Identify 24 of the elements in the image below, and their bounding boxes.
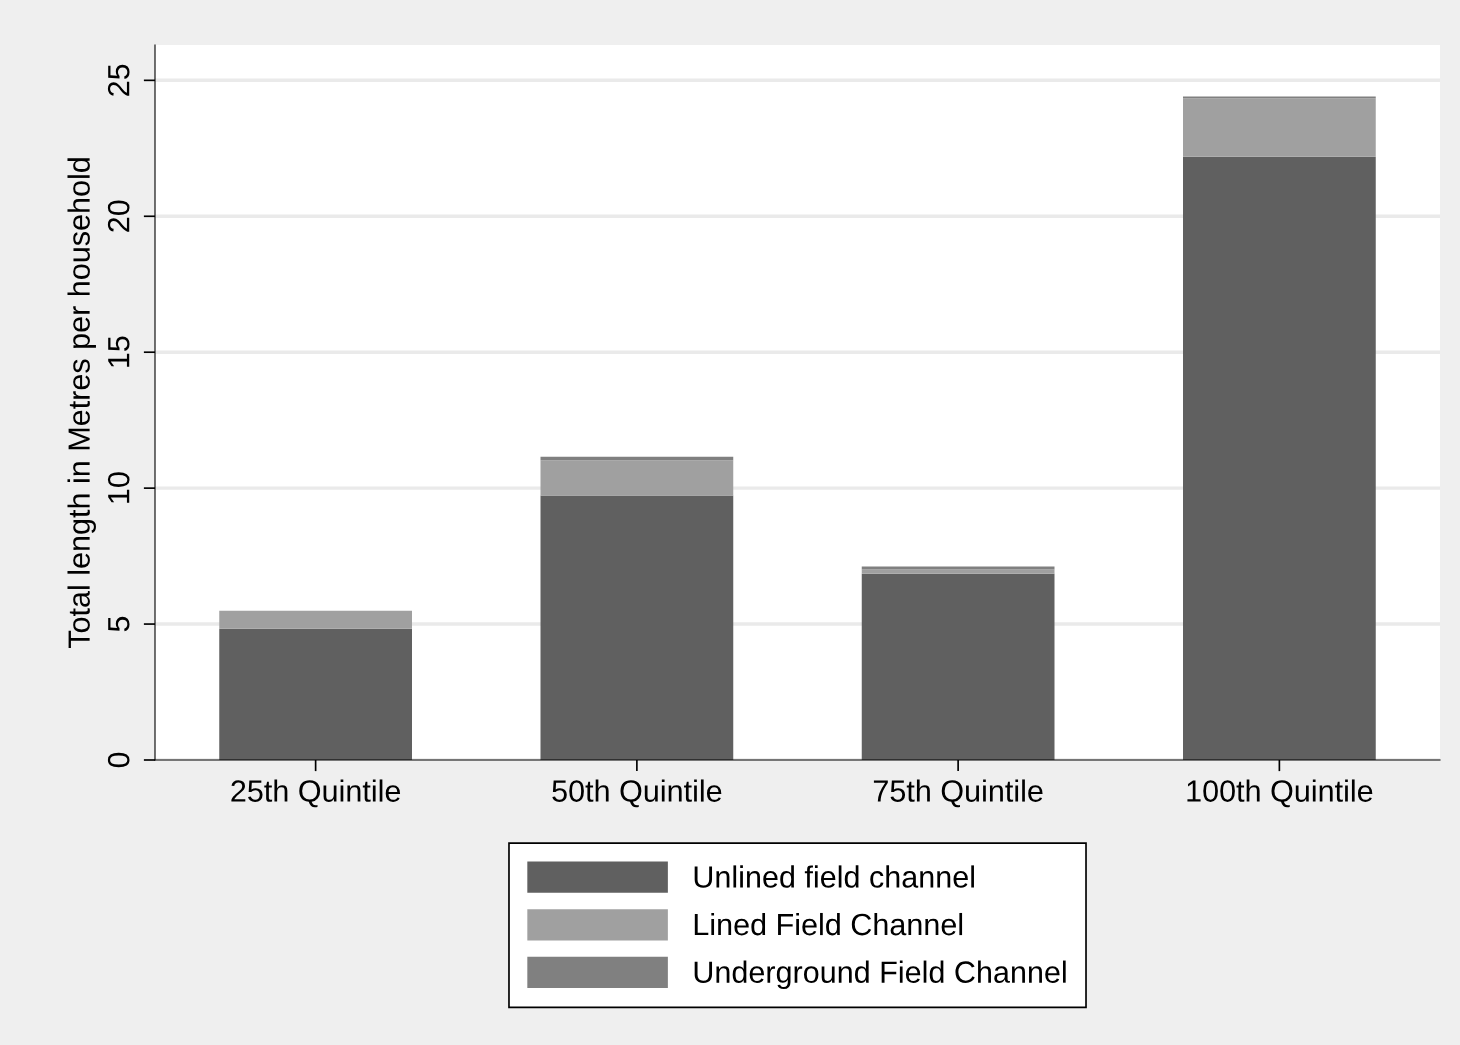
bar — [861, 566, 1055, 570]
bar — [540, 456, 734, 461]
bar — [1183, 98, 1376, 157]
legend-label: Lined Field Channel — [694, 912, 963, 936]
y-tick-label: 10 — [107, 472, 130, 503]
x-tick-label: 50th Quintile — [552, 779, 722, 808]
x-tick-label: 100th Quintile — [1187, 779, 1373, 808]
legend-label: Unlined field channel — [694, 865, 974, 888]
bar — [1183, 156, 1376, 760]
bar — [861, 569, 1055, 574]
bar — [540, 495, 734, 760]
bar — [540, 460, 734, 496]
bar — [219, 628, 412, 760]
y-tick-label: 0 — [107, 752, 130, 768]
x-tick-label: 25th Quintile — [231, 779, 401, 808]
y-tick-label: 15 — [108, 336, 130, 367]
y-axis-title: Total length in Metres per household — [67, 158, 96, 649]
y-tick-label: 5 — [108, 616, 130, 632]
bar — [861, 573, 1055, 760]
y-tick-label: 25 — [107, 64, 130, 96]
legend-label: Underground Field Channel — [694, 960, 1066, 990]
y-tick-label: 20 — [107, 200, 130, 232]
bar — [219, 610, 412, 629]
x-tick-label: 75th Quintile — [873, 779, 1043, 808]
